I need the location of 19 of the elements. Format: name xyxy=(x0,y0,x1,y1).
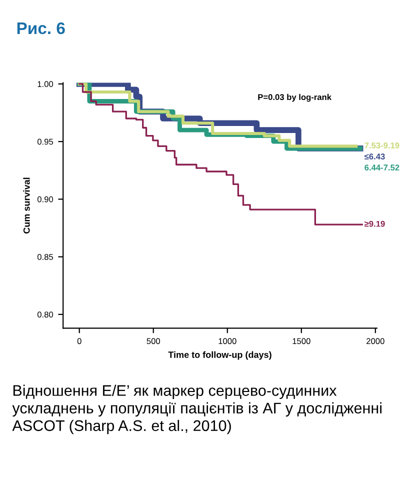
y-tick-label: 0.95 xyxy=(37,138,54,145)
series-label: ≤6.43 xyxy=(364,154,385,160)
y-tick-label: 0.90 xyxy=(37,196,54,202)
y-tick-label: 1.00 xyxy=(38,81,54,88)
chart-title: Рис. 6 xyxy=(17,22,65,34)
series-label: 7.53-9.19 xyxy=(364,142,400,148)
x-tick-label: 500 xyxy=(146,338,160,344)
y-tick-label: 0.80 xyxy=(37,312,54,318)
x-tick-label: 2000 xyxy=(366,338,384,344)
y-tick-label: 0.85 xyxy=(37,254,54,260)
x-axis-title: Time to follow-up (days) xyxy=(168,351,272,360)
x-tick-label: 1000 xyxy=(218,338,236,344)
text: Відношення E/E’ як маркер серцево-судинних ускладнень у популяції пацієнтів із АГ у дослідженні ASCOT (Sharp A.S. et al., 2010) xyxy=(12,384,382,434)
x-tick-label: 0 xyxy=(77,338,82,344)
y-axis-title: Cum survival xyxy=(23,178,30,234)
text: 6.44-7.52 xyxy=(364,164,400,170)
x-tick-label: 1500 xyxy=(292,338,310,344)
annotation: P=0.03 by log-rank xyxy=(258,94,332,102)
series-label: ≥9.19 xyxy=(364,220,385,227)
